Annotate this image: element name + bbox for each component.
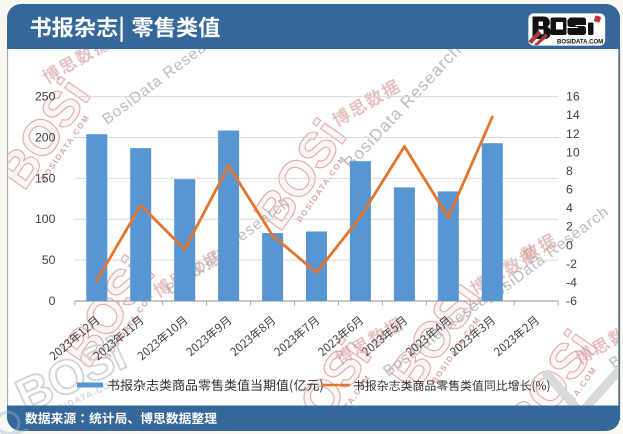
svg-text:10: 10 [566, 145, 580, 159]
svg-text:200: 200 [35, 131, 56, 145]
svg-text:4: 4 [566, 201, 573, 215]
svg-text:50: 50 [42, 253, 56, 267]
svg-text:0: 0 [49, 294, 56, 308]
svg-text:BOSIDATA.COM: BOSIDATA.COM [557, 40, 603, 46]
svg-text:2: 2 [566, 220, 573, 234]
svg-text:12: 12 [566, 127, 580, 141]
svg-text:100: 100 [35, 212, 56, 226]
svg-text:14: 14 [566, 108, 580, 122]
svg-text:16: 16 [566, 90, 580, 104]
svg-text:-2: -2 [566, 257, 577, 271]
svg-text:-6: -6 [566, 294, 577, 308]
svg-text:150: 150 [35, 171, 56, 185]
svg-text:-4: -4 [566, 275, 577, 289]
svg-text:8: 8 [566, 164, 573, 178]
svg-text:0: 0 [566, 238, 573, 252]
svg-text:250: 250 [35, 90, 56, 104]
svg-text:6: 6 [566, 183, 573, 197]
